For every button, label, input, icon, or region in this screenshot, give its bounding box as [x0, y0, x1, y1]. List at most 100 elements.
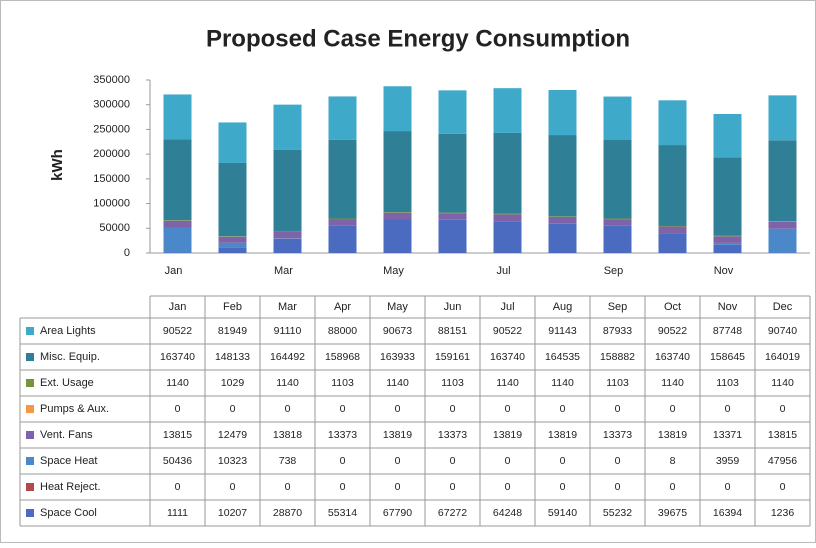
y-tick-label: 0	[124, 247, 130, 259]
table-cell: 0	[450, 481, 456, 493]
table-cell: 0	[615, 455, 621, 467]
table-header: Sep	[608, 301, 628, 313]
bar-segment	[604, 226, 632, 253]
table-header: May	[387, 301, 408, 313]
table-cell: 90522	[163, 325, 192, 337]
legend-label: Pumps & Aux.	[40, 403, 109, 415]
table-cell: 50436	[163, 455, 192, 467]
legend-swatch	[26, 327, 34, 335]
bar-segment	[274, 239, 302, 253]
table-cell: 0	[340, 455, 346, 467]
legend-swatch	[26, 431, 34, 439]
table-cell: 0	[340, 481, 346, 493]
table-cell: 0	[560, 455, 566, 467]
legend-label: Space Heat	[40, 455, 97, 467]
bar-segment	[164, 139, 192, 220]
table-header: Aug	[553, 301, 573, 313]
y-tick-label: 300000	[93, 99, 130, 111]
table-header: Mar	[278, 301, 297, 313]
bar-segment	[274, 105, 302, 150]
bar-segment	[219, 236, 247, 237]
table-cell: 0	[670, 481, 676, 493]
table-cell: 13818	[273, 429, 302, 441]
table-cell: 28870	[273, 507, 302, 519]
bar-segment	[494, 214, 522, 221]
legend-label: Ext. Usage	[40, 377, 94, 389]
bar-segment	[219, 237, 247, 243]
table-cell: 158882	[600, 351, 635, 363]
bar-segment	[219, 248, 247, 253]
table-cell: 13819	[548, 429, 577, 441]
table-cell: 1140	[166, 377, 189, 389]
y-tick-label: 50000	[99, 222, 130, 234]
bar-segment	[219, 243, 247, 248]
table-cell: 55314	[328, 507, 357, 519]
table-cell: 0	[780, 481, 786, 493]
table-cell: 148133	[215, 351, 250, 363]
table-header: Jul	[500, 301, 514, 313]
table-cell: 67790	[383, 507, 412, 519]
table-cell: 13373	[328, 429, 357, 441]
table-cell: 738	[279, 455, 297, 467]
bar-segment	[164, 252, 192, 253]
table-cell: 87933	[603, 325, 632, 337]
table-header: Apr	[334, 301, 351, 313]
bar-segment	[604, 97, 632, 140]
table-cell: 90522	[658, 325, 687, 337]
table-cell: 47956	[768, 455, 797, 467]
bar-segment	[384, 219, 412, 253]
bar-segment	[549, 224, 577, 253]
table-cell: 0	[560, 481, 566, 493]
bar-segment	[219, 163, 247, 236]
table-cell: 91143	[548, 325, 577, 337]
table-cell: 13373	[603, 429, 632, 441]
table-cell: 90673	[383, 325, 412, 337]
table-cell: 1140	[661, 377, 684, 389]
bar-segment	[604, 219, 632, 226]
bar-segment	[384, 213, 412, 220]
table-cell: 1140	[551, 377, 574, 389]
table-cell: 164535	[545, 351, 580, 363]
table-cell: 0	[175, 481, 181, 493]
table-cell: 0	[725, 481, 731, 493]
table-cell: 91110	[274, 325, 302, 337]
bar-segment	[549, 135, 577, 216]
bar-segment	[659, 233, 687, 253]
bar-segment	[219, 122, 247, 163]
legend-swatch	[26, 457, 34, 465]
legend-label: Misc. Equip.	[40, 351, 100, 363]
table-cell: 88000	[328, 325, 357, 337]
table-cell: 0	[340, 403, 346, 415]
table-cell: 59140	[548, 507, 577, 519]
table-cell: 0	[670, 403, 676, 415]
table-cell: 3959	[716, 455, 740, 467]
bar-segment	[604, 140, 632, 219]
table-cell: 0	[395, 455, 401, 467]
y-tick-label: 150000	[93, 173, 130, 185]
x-tick-label: Nov	[714, 265, 734, 277]
table-header: Oct	[664, 301, 681, 313]
bar-segment	[494, 221, 522, 253]
bar-segment	[329, 219, 357, 220]
table-cell: 81949	[218, 325, 247, 337]
bar-segment	[494, 88, 522, 133]
table-cell: 0	[560, 403, 566, 415]
table-header: Jan	[169, 301, 187, 313]
table-cell: 0	[725, 403, 731, 415]
legend-swatch	[26, 405, 34, 413]
table-cell: 1140	[496, 377, 519, 389]
table-cell: 0	[615, 481, 621, 493]
legend-label: Heat Reject.	[40, 481, 101, 493]
table-cell: 13373	[438, 429, 467, 441]
table-cell: 90522	[493, 325, 522, 337]
x-tick-label: Jan	[165, 265, 183, 277]
table-cell: 163740	[490, 351, 525, 363]
bar-segment	[769, 229, 797, 253]
table-cell: 12479	[218, 429, 247, 441]
bar-segment	[549, 217, 577, 224]
table-cell: 1103	[441, 377, 464, 389]
table-cell: 16394	[713, 507, 742, 519]
bar-segment	[164, 228, 192, 253]
table-cell: 0	[450, 455, 456, 467]
